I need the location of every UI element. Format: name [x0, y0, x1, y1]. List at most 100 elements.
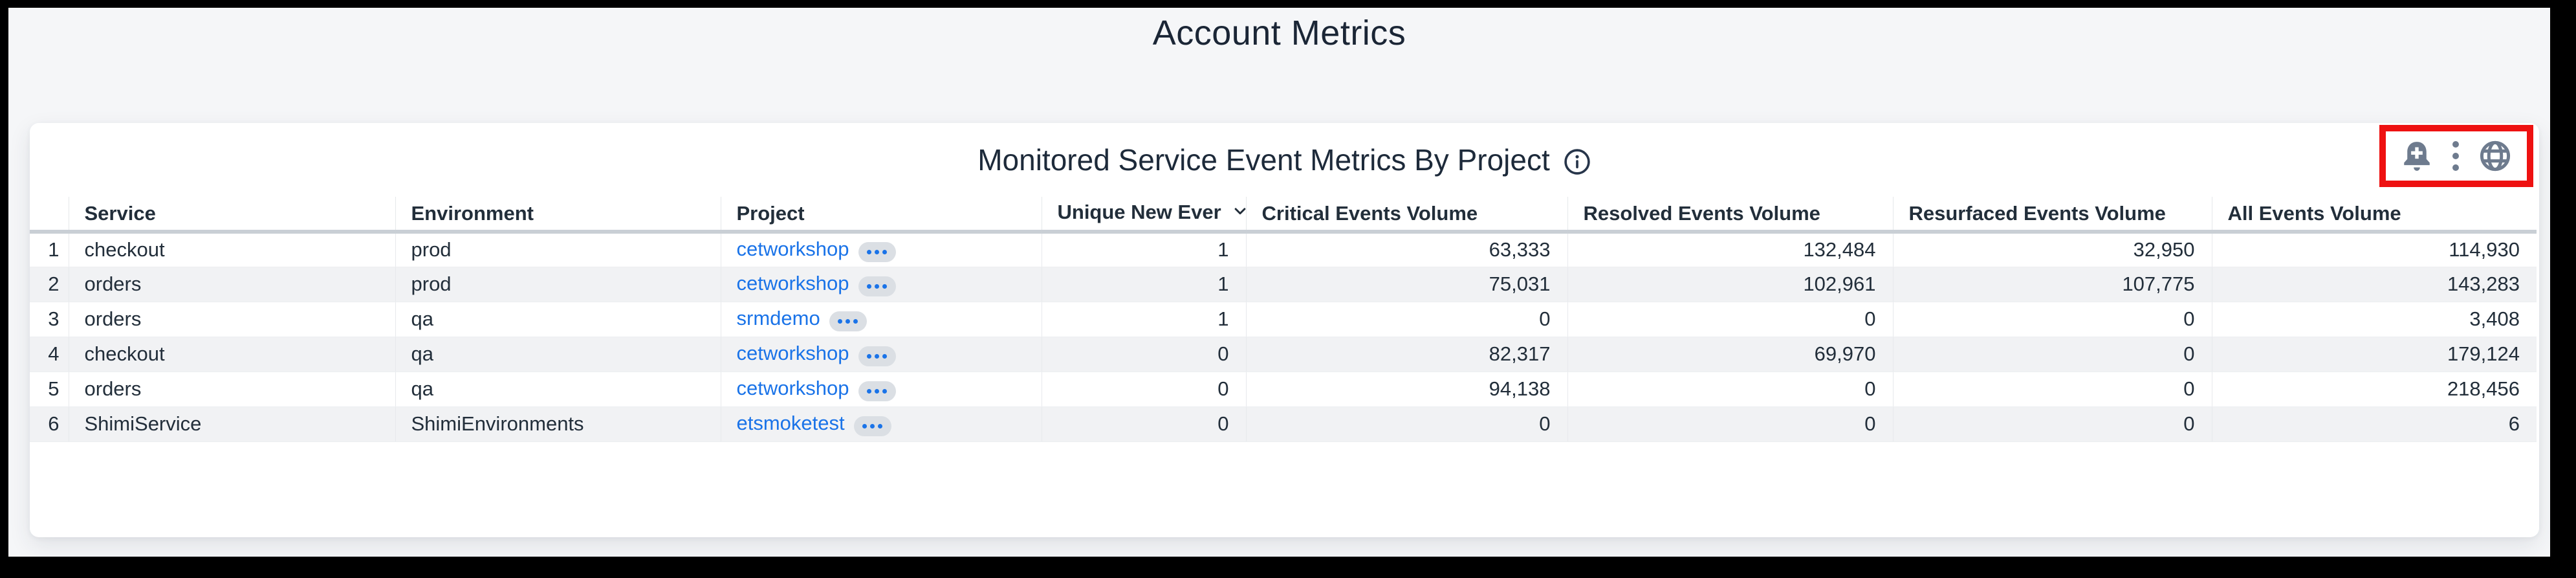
cell-all-events-volume: 3,408	[2211, 302, 2537, 337]
cell-unique-new-ever: 0	[1041, 406, 1246, 442]
cell-project: cetworkshop	[720, 232, 1042, 267]
cell-resolved-events-volume: 132,484	[1567, 232, 1893, 267]
cell-resolved-events-volume: 0	[1567, 406, 1893, 442]
column-header-label: All Events Volume	[2227, 201, 2401, 225]
cell-row-index: 2	[30, 267, 69, 302]
cell-row-index: 3	[30, 302, 69, 337]
project-more-pill[interactable]	[858, 381, 896, 401]
cell-service: orders	[68, 267, 395, 302]
cell-project: cetworkshop	[720, 267, 1042, 302]
panel-titlebar: Monitored Service Event Metrics By Proje…	[30, 123, 2539, 197]
cell-environment: qa	[395, 372, 721, 407]
cell-critical-events-volume: 82,317	[1245, 337, 1567, 372]
table-row[interactable]: 4 checkout qa cetworkshop 0 82,317 69,97…	[30, 337, 2537, 372]
cell-resurfaced-events-volume: 32,950	[1892, 232, 2212, 267]
cell-resurfaced-events-volume: 0	[1892, 406, 2212, 442]
cell-all-events-volume: 143,283	[2211, 267, 2537, 302]
cell-resolved-events-volume: 0	[1567, 302, 1893, 337]
column-header-label: Unique New Ever	[1057, 201, 1221, 223]
cell-resurfaced-events-volume: 0	[1892, 372, 2212, 407]
cell-unique-new-ever: 1	[1041, 267, 1246, 302]
add-alert-bell-icon[interactable]	[2401, 139, 2433, 173]
cell-row-index: 5	[30, 372, 69, 407]
table-row[interactable]: 2 orders prod cetworkshop 1 75,031 102,9…	[30, 267, 2537, 302]
cell-service: checkout	[68, 232, 395, 267]
table-row[interactable]: 5 orders qa cetworkshop 0 94,138 0 0 218…	[30, 372, 2537, 407]
column-header-label: Resurfaced Events Volume	[1908, 201, 2166, 225]
column-header-all-events-volume[interactable]: All Events Volume	[2211, 197, 2537, 234]
column-header-project[interactable]: Project	[720, 197, 1042, 234]
page-title: Account Metrics	[1152, 14, 1406, 52]
cell-unique-new-ever: 1	[1041, 302, 1246, 337]
cell-resurfaced-events-volume: 0	[1892, 302, 2212, 337]
column-header-label: Resolved Events Volume	[1583, 201, 1820, 225]
project-more-pill[interactable]	[829, 311, 867, 331]
panel-title: Monitored Service Event Metrics By Proje…	[977, 143, 1550, 177]
project-more-pill[interactable]	[853, 416, 891, 436]
column-header-resurfaced-events-volume[interactable]: Resurfaced Events Volume	[1892, 197, 2212, 234]
cell-project: cetworkshop	[720, 337, 1042, 372]
cell-row-index: 4	[30, 337, 69, 372]
cell-all-events-volume: 114,930	[2211, 232, 2537, 267]
cell-critical-events-volume: 0	[1245, 406, 1567, 442]
cell-project: srmdemo	[720, 302, 1042, 337]
cell-row-index: 1	[30, 232, 69, 267]
column-header-environment[interactable]: Environment	[395, 197, 721, 234]
info-icon[interactable]	[1563, 148, 1591, 176]
cell-resolved-events-volume: 102,961	[1567, 267, 1893, 302]
cell-all-events-volume: 6	[2211, 406, 2537, 442]
column-header-index	[30, 197, 69, 234]
cell-environment: qa	[395, 302, 721, 337]
table-body: 1 checkout prod cetworkshop 1 63,333 132…	[30, 232, 2537, 442]
cell-resurfaced-events-volume: 0	[1892, 337, 2212, 372]
table-row[interactable]: 6 ShimiService ShimiEnvironments etsmoke…	[30, 406, 2537, 442]
annotation-highlight-box	[2379, 125, 2533, 187]
column-header-resolved-events-volume[interactable]: Resolved Events Volume	[1567, 197, 1893, 234]
column-header-label: Project	[736, 201, 805, 225]
cell-critical-events-volume: 94,138	[1245, 372, 1567, 407]
project-link[interactable]: srmdemo	[736, 307, 820, 329]
project-link[interactable]: cetworkshop	[736, 238, 849, 261]
cell-resurfaced-events-volume: 107,775	[1892, 267, 2212, 302]
cell-unique-new-ever: 1	[1041, 232, 1246, 267]
column-header-label: Critical Events Volume	[1261, 201, 1478, 225]
metrics-panel: Monitored Service Event Metrics By Proje…	[30, 123, 2539, 537]
cell-environment: prod	[395, 232, 721, 267]
project-link[interactable]: cetworkshop	[736, 342, 849, 364]
project-more-pill[interactable]	[858, 346, 896, 366]
cell-service: ShimiService	[68, 406, 395, 442]
table-row[interactable]: 1 checkout prod cetworkshop 1 63,333 132…	[30, 232, 2537, 267]
cell-resolved-events-volume: 0	[1567, 372, 1893, 407]
cell-environment: ShimiEnvironments	[395, 406, 721, 442]
cell-project: etsmoketest	[720, 406, 1042, 442]
metrics-table: Service Environment Project Unique New E…	[30, 197, 2537, 442]
globe-icon[interactable]	[2478, 139, 2512, 173]
cell-unique-new-ever: 0	[1041, 337, 1246, 372]
cell-resolved-events-volume: 69,970	[1567, 337, 1893, 372]
column-header-critical-events-volume[interactable]: Critical Events Volume	[1245, 197, 1567, 234]
cell-all-events-volume: 179,124	[2211, 337, 2537, 372]
cell-critical-events-volume: 63,333	[1245, 232, 1567, 267]
cell-environment: prod	[395, 267, 721, 302]
project-more-pill[interactable]	[858, 242, 896, 263]
dashboard-page: Account Metrics Monitored Service Event …	[8, 8, 2550, 557]
sort-descending-chevron-icon[interactable]	[1230, 201, 1246, 226]
cell-service: orders	[68, 372, 395, 407]
more-options-kebab-icon[interactable]	[2451, 139, 2460, 173]
cell-critical-events-volume: 0	[1245, 302, 1567, 337]
column-header-label: Service	[84, 201, 156, 225]
cell-critical-events-volume: 75,031	[1245, 267, 1567, 302]
project-link[interactable]: cetworkshop	[736, 377, 849, 399]
table-row[interactable]: 3 orders qa srmdemo 1 0 0 0 3,408	[30, 302, 2537, 337]
cell-row-index: 6	[30, 406, 69, 442]
cell-service: orders	[68, 302, 395, 337]
cell-service: checkout	[68, 337, 395, 372]
column-header-unique-new-ever[interactable]: Unique New Ever	[1041, 197, 1246, 234]
project-more-pill[interactable]	[858, 276, 896, 296]
table-header-row: Service Environment Project Unique New E…	[30, 197, 2537, 234]
cell-project: cetworkshop	[720, 372, 1042, 407]
project-link[interactable]: etsmoketest	[736, 412, 845, 434]
project-link[interactable]: cetworkshop	[736, 272, 849, 295]
column-header-service[interactable]: Service	[68, 197, 395, 234]
cell-unique-new-ever: 0	[1041, 372, 1246, 407]
